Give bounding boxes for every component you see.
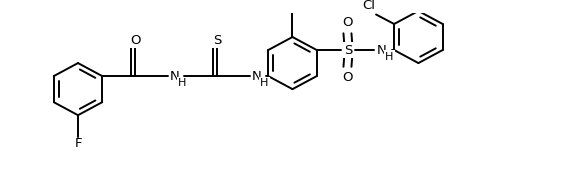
Text: S: S bbox=[213, 34, 221, 47]
Text: O: O bbox=[130, 34, 141, 47]
Text: N: N bbox=[377, 43, 387, 57]
Text: O: O bbox=[342, 71, 352, 85]
Text: H: H bbox=[178, 78, 186, 88]
Text: O: O bbox=[342, 16, 352, 29]
Text: H: H bbox=[385, 52, 394, 62]
Text: Cl: Cl bbox=[363, 0, 376, 12]
Text: N: N bbox=[252, 70, 262, 83]
Text: H: H bbox=[260, 78, 269, 88]
Text: F: F bbox=[74, 137, 82, 150]
Text: S: S bbox=[344, 43, 352, 57]
Text: N: N bbox=[170, 70, 180, 83]
